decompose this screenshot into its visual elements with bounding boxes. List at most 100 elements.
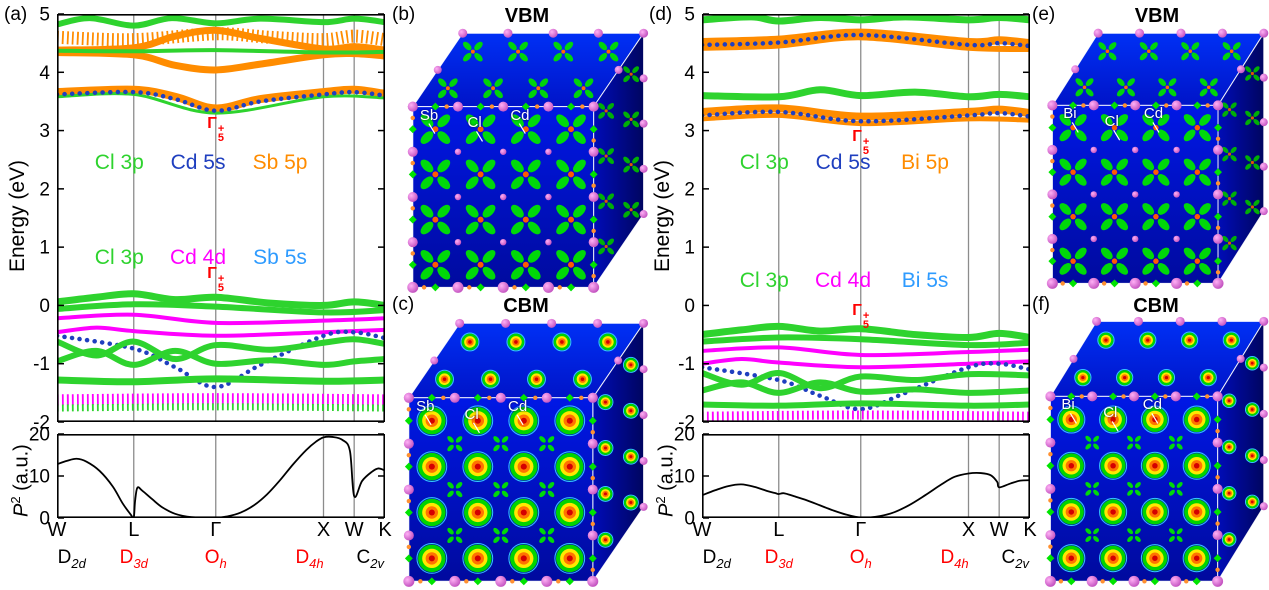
y-tick-3: 3 bbox=[684, 121, 695, 142]
atom-label-leader-line bbox=[1069, 413, 1077, 424]
plot-area bbox=[702, 14, 1030, 422]
atom-label-leader-line bbox=[1113, 129, 1121, 141]
point-group-label-d2d: D2d bbox=[57, 547, 86, 571]
band-cl-3p bbox=[57, 48, 385, 55]
band-cd-4d bbox=[57, 312, 385, 326]
point-group-label-d3d: D3d bbox=[119, 547, 148, 571]
energy-axis-label: Energy (eV) bbox=[6, 159, 29, 272]
atom-label-leader-line bbox=[1152, 122, 1160, 133]
y-tick-2: 2 bbox=[684, 179, 695, 200]
band-bi-5p bbox=[702, 28, 1030, 48]
band-cl-3p bbox=[702, 334, 1030, 349]
band-sb-5p bbox=[57, 48, 385, 74]
atom-label-leader-line bbox=[1151, 413, 1159, 424]
band-bi-5p bbox=[702, 104, 1030, 121]
y-tick-3: 3 bbox=[39, 121, 50, 142]
point-group-label-d3d: D3d bbox=[764, 547, 793, 571]
vbm-charge-density-sb: Sb Cl Cd bbox=[407, 28, 649, 293]
y-tick-2: 2 bbox=[39, 179, 50, 200]
atom-label-cd: Cd bbox=[510, 106, 530, 124]
band-cd-5s bbox=[57, 89, 385, 114]
panel-label-a: (a) bbox=[4, 4, 28, 25]
y-tick--2: -2 bbox=[33, 413, 50, 434]
legend-bi-5p: Bi 5p bbox=[901, 150, 949, 174]
band-cl-3p bbox=[702, 86, 1030, 101]
point-group-label-oh: Oh bbox=[849, 547, 872, 571]
atom-label-leader-line bbox=[518, 123, 526, 134]
axes-frame bbox=[702, 14, 1030, 422]
p2-chart-sb: 20 10 0 bbox=[29, 425, 385, 530]
cbm-charge-density-bi: Bi Cl Cd bbox=[1044, 316, 1269, 587]
k-point-label-X: X bbox=[316, 519, 331, 541]
plot-area bbox=[57, 434, 385, 518]
k-point-label-Γ: Γ bbox=[210, 519, 222, 541]
legend-sb-5p: Sb 5p bbox=[252, 150, 308, 174]
k-point-label-Γ: Γ bbox=[855, 519, 867, 541]
band-structure-chart-sb: 5 4 3 2 1 0 -1 -2 bbox=[33, 5, 385, 434]
point-group-label-d4h: D4h bbox=[295, 547, 324, 571]
axes-frame bbox=[57, 434, 385, 519]
atom-label-sb: Sb bbox=[416, 397, 435, 415]
axes-frame bbox=[57, 14, 385, 422]
band-cl-3p bbox=[702, 400, 1030, 409]
k-point-label-K: K bbox=[378, 519, 392, 541]
band-sb-5p bbox=[57, 27, 385, 47]
band-cd-4d bbox=[57, 393, 385, 406]
point-group-label-c2v: C2v bbox=[356, 547, 384, 571]
band-cl-3p bbox=[57, 347, 385, 368]
legend-cd-4d: Cd 4d bbox=[170, 245, 227, 269]
band-bi-5p bbox=[702, 34, 1030, 53]
k-point-label-X: X bbox=[961, 519, 976, 541]
vbm-charge-density-bi: Bi Cl Cd bbox=[1046, 28, 1269, 289]
atom-label-cd: Cd bbox=[1142, 396, 1162, 414]
vbm-cube-render-sb bbox=[407, 28, 649, 293]
y-tick-0: 0 bbox=[39, 509, 50, 530]
y-tick-5: 5 bbox=[39, 5, 50, 26]
atom-label-leader-line bbox=[475, 131, 484, 142]
atom-label-leader-line bbox=[1111, 421, 1119, 432]
legend-cl-3p: Cl 3p bbox=[94, 150, 144, 174]
cbm-cube-render-bi bbox=[1044, 316, 1269, 587]
panel-d-band-structure-bi: (d) Energy (eV) 5 4 3 2 1 0 -1 -2 P2 (a.u.) 20 1… bbox=[645, 0, 1037, 590]
cbm-cube-render-sb bbox=[403, 318, 649, 587]
band-cl-3p bbox=[702, 322, 1030, 341]
atom-label-cd: Cd bbox=[1143, 105, 1164, 123]
p2-chart-bi: 20 10 0 bbox=[674, 425, 1030, 530]
band-sb-5p bbox=[57, 85, 385, 113]
panel-label-f: (f) bbox=[1032, 294, 1050, 315]
vbm-title-b: VBM bbox=[504, 5, 550, 27]
y-tick-0: 0 bbox=[684, 509, 695, 530]
band-cl-3p bbox=[57, 403, 385, 412]
k-point-label-W: W bbox=[692, 519, 712, 541]
cbm-title-f: CBM bbox=[1133, 295, 1179, 317]
panel-label-c: (c) bbox=[392, 294, 415, 315]
plot-area bbox=[57, 14, 385, 422]
atom-label-leader-line bbox=[516, 414, 524, 426]
atom-label-leader-line bbox=[472, 422, 481, 434]
vbm-title-e: VBM bbox=[1134, 5, 1180, 27]
legend-cd-4d: Cd 4d bbox=[815, 268, 872, 292]
cbm-charge-density-sb: Sb Cl Cd bbox=[403, 318, 649, 587]
atom-label-bi: Bi bbox=[1061, 396, 1075, 414]
atom-label-cl: Cl bbox=[1104, 113, 1119, 131]
k-point-label-K: K bbox=[1023, 519, 1037, 541]
band-cl-3p bbox=[57, 290, 385, 309]
legend-cl-3p: Cl 3p bbox=[739, 268, 789, 292]
y-tick-20: 20 bbox=[674, 425, 695, 446]
vbm-cube-render-bi bbox=[1046, 28, 1269, 289]
k-point-label-L: L bbox=[773, 519, 785, 541]
y-tick-5: 5 bbox=[684, 5, 695, 26]
atom-label-leader-line bbox=[1071, 122, 1079, 133]
gamma5-plus-annotation: Γ +5 bbox=[852, 302, 870, 332]
p2-curve bbox=[57, 435, 385, 518]
point-group-label-d4h: D4h bbox=[940, 547, 969, 571]
band-structure-chart-bi: 5 4 3 2 1 0 -1 -2 bbox=[678, 5, 1030, 434]
point-group-label-d2d: D2d bbox=[702, 547, 731, 571]
gamma5-plus-annotation: Γ +5 bbox=[207, 265, 225, 295]
point-group-label-c2v: C2v bbox=[1001, 547, 1029, 571]
y-tick--2: -2 bbox=[678, 413, 695, 434]
y-tick--1: -1 bbox=[678, 354, 695, 375]
panel-label-b: (b) bbox=[392, 4, 416, 25]
point-group-label-oh: Oh bbox=[204, 547, 227, 571]
band-cl-3p bbox=[57, 15, 385, 29]
